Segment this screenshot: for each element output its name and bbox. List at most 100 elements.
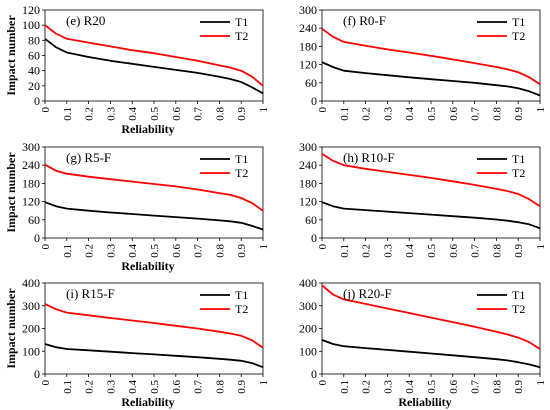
series-line-t2: [321, 284, 541, 350]
series-line-t1: [321, 61, 541, 97]
x-tick-label: 0.5: [426, 380, 438, 394]
x-tick-label: 1: [258, 380, 270, 386]
series-line-t2: [44, 163, 264, 212]
y-tick-label: 120: [299, 58, 317, 72]
x-tick-label: 0.3: [382, 244, 394, 258]
y-tick-label: 20: [28, 79, 40, 93]
chart-panel: 0 60 120 180 240 300 0 0.1 0.2 0.3 0.4 0.5 0.6 0.7 0.8…: [299, 140, 547, 258]
legend-label: T2: [235, 166, 248, 180]
x-tick-label: 0.9: [236, 244, 248, 258]
y-tick-label: 0: [34, 231, 40, 245]
y-tick-label: 300: [299, 299, 317, 313]
panel-title: (i) R15-F: [66, 286, 115, 301]
series-line-t2: [321, 28, 541, 86]
x-tick-label: 0.3: [105, 106, 117, 120]
legend-label: T2: [512, 302, 525, 316]
y-tick-label: 0: [311, 231, 317, 245]
series-line-t1: [44, 38, 264, 95]
panel-title: (h) R10-F: [343, 150, 395, 165]
x-tick-label: 0.7: [470, 107, 482, 121]
x-tick-label: 0.1: [339, 107, 351, 121]
x-tick-label: 0.9: [513, 107, 525, 121]
y-tick-label: 180: [299, 39, 317, 53]
x-tick-label: 0.8: [491, 244, 503, 258]
y-tick-label: 120: [22, 195, 40, 209]
series-line-t2: [321, 152, 541, 207]
x-tick-label: 0.6: [171, 244, 183, 258]
x-tick-label: 1: [535, 107, 547, 113]
chart-panel: 0 100 200 300 400 0 0.1 0.2 0.3 0.4 0.5 0.6 0.7 0.8 0.…: [299, 276, 547, 409]
y-tick-label: 60: [305, 76, 317, 90]
legend-label: T1: [512, 152, 525, 166]
y-tick-label: 300: [299, 3, 317, 17]
x-tick-label: 0.4: [404, 107, 416, 121]
y-tick-label: 0: [311, 94, 317, 108]
x-tick-label: 0.1: [62, 244, 74, 258]
x-tick-label: 0.9: [236, 107, 248, 121]
legend-label: T2: [235, 29, 248, 43]
y-tick-label: 0: [311, 367, 317, 381]
y-tick-label: 300: [299, 140, 317, 154]
y-axis-label: Impact number: [4, 152, 18, 233]
y-tick-label: 0: [34, 94, 40, 108]
x-tick-label: 0.4: [404, 244, 416, 258]
x-tick-label: 0: [317, 244, 329, 250]
x-axis-label: Reliability: [121, 122, 174, 136]
y-axis-label: Impact number: [4, 15, 18, 96]
x-tick-label: 0: [317, 107, 329, 113]
x-tick-label: 0.6: [448, 380, 460, 394]
y-tick-label: 100: [22, 18, 40, 32]
x-tick-label: 1: [535, 380, 547, 386]
x-tick-label: 0.1: [62, 380, 74, 394]
x-tick-label: 1: [258, 244, 270, 250]
x-tick-label: 0: [40, 380, 52, 386]
x-axis-label: Reliability: [121, 259, 174, 273]
x-tick-label: 0.5: [149, 244, 161, 258]
panel-title: (f) R0-F: [343, 13, 386, 28]
y-tick-label: 120: [22, 3, 40, 17]
y-tick-label: 400: [22, 276, 40, 290]
y-tick-label: 60: [28, 49, 40, 63]
legend-label: T2: [235, 302, 248, 316]
x-tick-label: 0: [40, 244, 52, 250]
y-tick-label: 200: [22, 322, 40, 336]
x-axis-label: Reliability: [121, 395, 174, 409]
x-tick-label: 0.3: [382, 380, 394, 394]
x-tick-label: 0.9: [236, 380, 248, 394]
y-tick-label: 60: [28, 213, 40, 227]
series-line-t2: [44, 303, 264, 349]
y-tick-label: 240: [299, 21, 317, 35]
y-tick-label: 80: [28, 33, 40, 47]
x-tick-label: 0.5: [426, 107, 438, 121]
x-tick-label: 0.9: [513, 244, 525, 258]
x-tick-label: 1: [258, 107, 270, 113]
x-tick-label: 0.3: [382, 107, 394, 121]
x-tick-label: 0.5: [149, 107, 161, 121]
legend-label: T1: [235, 288, 248, 302]
x-tick-label: 0.4: [127, 380, 139, 394]
x-tick-label: 0.5: [426, 244, 438, 258]
y-tick-label: 180: [22, 176, 40, 190]
panel-title: (g) R5-F: [66, 150, 111, 165]
y-axis-label: Impact number: [4, 288, 18, 369]
x-tick-label: 0.2: [84, 380, 96, 394]
x-tick-label: 0.1: [339, 380, 351, 394]
legend-label: T2: [512, 166, 525, 180]
legend-label: T1: [512, 288, 525, 302]
x-tick-label: 0.8: [491, 380, 503, 394]
x-tick-label: 0.6: [448, 244, 460, 258]
x-tick-label: 0.8: [214, 380, 226, 394]
x-tick-label: 0: [317, 380, 329, 386]
series-line-t1: [44, 201, 264, 231]
y-tick-label: 300: [22, 299, 40, 313]
x-tick-label: 0.1: [62, 107, 74, 121]
x-tick-label: 0: [40, 107, 52, 113]
x-tick-label: 0.4: [127, 107, 139, 121]
x-tick-label: 0.7: [193, 244, 205, 258]
x-tick-label: 0.2: [84, 107, 96, 121]
x-tick-label: 0.6: [171, 380, 183, 394]
panel-title: (e) R20: [66, 13, 105, 28]
legend-label: T1: [235, 15, 248, 29]
x-axis-label: Reliability: [398, 395, 451, 409]
